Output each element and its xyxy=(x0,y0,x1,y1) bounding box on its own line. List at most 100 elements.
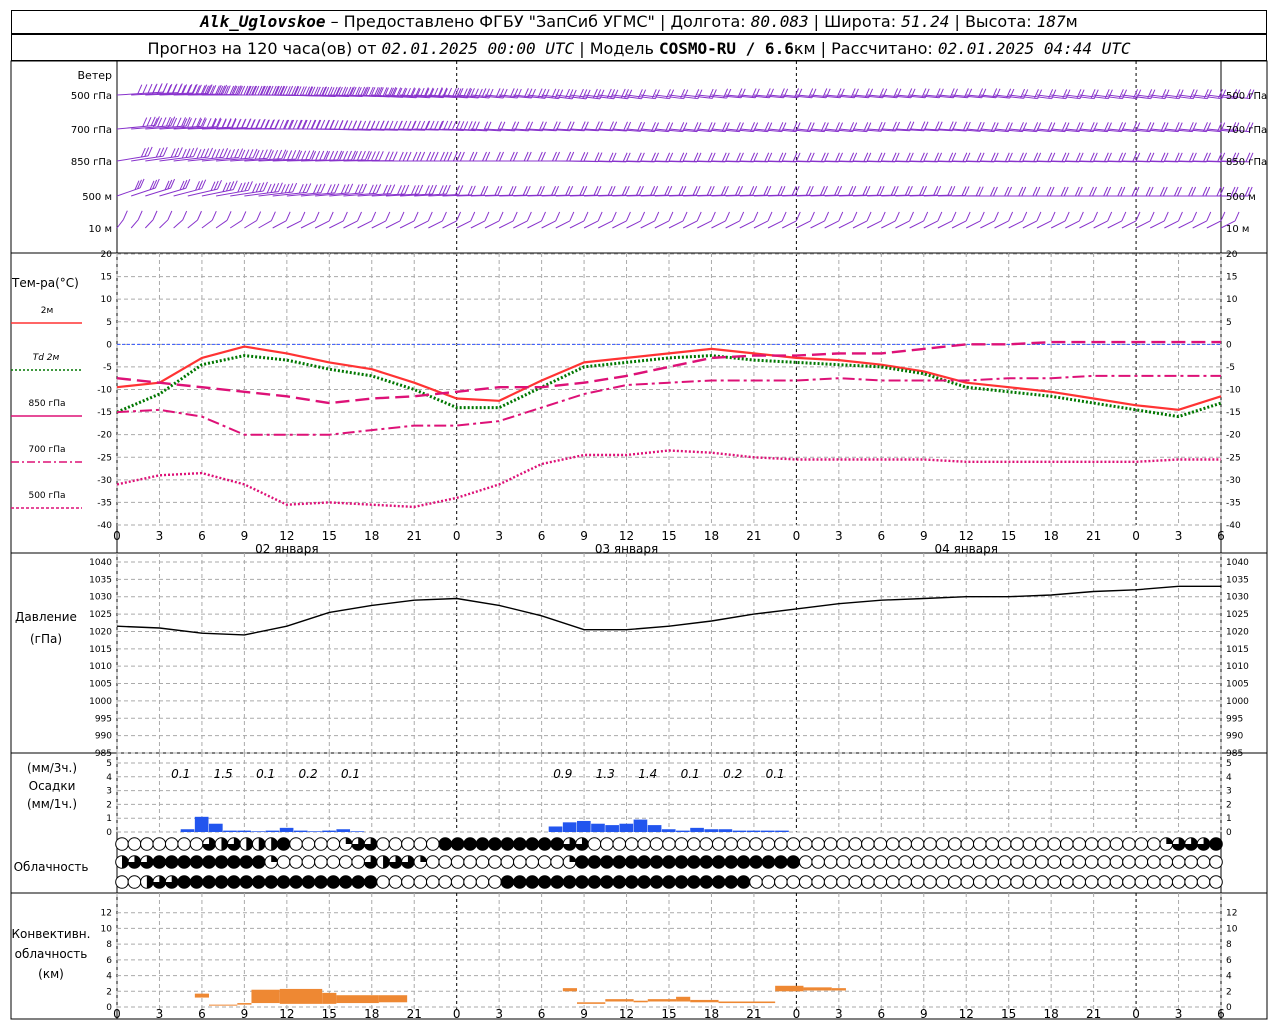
conv-ytick-right: 12 xyxy=(1226,909,1237,919)
cloud-cover-symbol xyxy=(562,837,577,851)
wind-barb-flag xyxy=(269,119,275,130)
wind-barb-shaft xyxy=(796,220,811,229)
wind-barb-flag xyxy=(459,151,465,162)
cloud-fill xyxy=(221,837,228,851)
wind-barb-shaft xyxy=(824,94,855,99)
wind-barb xyxy=(159,84,213,96)
legend-label: 500 гПа xyxy=(28,491,65,501)
wind-barb xyxy=(173,147,214,162)
time-tick-label-bottom: 6 xyxy=(1217,1007,1225,1021)
wind-barb-shaft xyxy=(725,94,756,99)
cloud-cover-symbol xyxy=(488,855,502,869)
cloud-cover-symbol xyxy=(786,837,801,851)
wind-barb-flag xyxy=(279,85,285,96)
cloud-circle xyxy=(923,837,937,851)
wind-barb-flag xyxy=(766,185,772,196)
wind-barb-flag xyxy=(274,119,280,130)
wind-barb xyxy=(1107,186,1140,197)
wind-barb-shaft xyxy=(513,128,543,132)
cloud-cover-symbol xyxy=(301,837,316,851)
cloud-circle xyxy=(537,855,552,869)
wind-barb-flag xyxy=(596,185,602,196)
wind-barb-shaft xyxy=(499,128,529,132)
wind-barb-flag xyxy=(1220,152,1226,163)
wind-barb-flag xyxy=(682,211,688,222)
wind-barb-flag xyxy=(1159,186,1165,197)
precip-bar xyxy=(548,826,563,832)
wind-barb-shaft xyxy=(1050,220,1066,229)
forecast-label: Прогноз на 120 часа(ов) от xyxy=(147,39,377,58)
precip-bar xyxy=(761,830,775,832)
wind-barb xyxy=(866,211,886,229)
wind-barb-shaft xyxy=(414,220,429,229)
wind-barb-flag xyxy=(1049,186,1055,197)
wind-barb-shaft xyxy=(909,128,939,132)
wind-barb-shaft xyxy=(201,219,213,229)
cloud-cover-symbol xyxy=(152,837,167,851)
cloud-circle xyxy=(798,875,813,889)
conv-cloud-bar xyxy=(775,985,804,992)
wind-barb-flag xyxy=(247,181,253,191)
wind-barb-flag xyxy=(423,87,429,97)
wind-barb-flag xyxy=(327,86,333,97)
wind-barb-flag xyxy=(151,84,157,95)
precip-ytick-left: 0 xyxy=(106,828,112,838)
wind-barb xyxy=(159,179,191,197)
wind-barb xyxy=(470,185,503,197)
cloud-cover-symbol xyxy=(624,837,639,851)
wind-barb-flag xyxy=(324,120,330,130)
wind-barb-flag xyxy=(150,116,156,126)
cloud-circle xyxy=(836,837,850,851)
wind-barb-flag xyxy=(569,151,575,162)
wind-barb-shaft xyxy=(810,128,839,133)
cloud-circle xyxy=(1072,875,1087,889)
cloud-fill xyxy=(364,855,377,869)
legend-label: 2м xyxy=(41,306,54,316)
cloud-cover-symbol xyxy=(301,875,316,889)
wind-barb-flag xyxy=(332,86,338,97)
wind-barb-flag xyxy=(1216,186,1222,197)
cloud-circle xyxy=(450,837,465,851)
cloud-cover-symbol xyxy=(450,875,465,889)
cloud-cover-symbol xyxy=(152,855,167,869)
cloud-cover-symbol xyxy=(537,855,552,869)
wind-barb-shaft xyxy=(513,220,528,229)
cloud-cover-symbol xyxy=(376,855,390,869)
wind-barb-flag xyxy=(308,86,314,96)
wind-barb-flag xyxy=(725,211,730,222)
wind-barb-flag xyxy=(367,151,372,161)
wind-barb-flag xyxy=(361,120,367,131)
wind-barb-flag xyxy=(653,185,659,196)
wind-barb xyxy=(116,178,145,197)
wind-barb xyxy=(1192,186,1225,197)
wind-barb xyxy=(244,182,283,197)
cloud-cover-symbol xyxy=(1109,837,1124,851)
wind-barb-flag xyxy=(753,152,759,163)
wind-barb-flag xyxy=(922,152,928,163)
temp-ytick-right: 0 xyxy=(1226,340,1232,350)
cloud-cover-symbol xyxy=(649,855,664,869)
wind-barb-flag xyxy=(862,186,868,196)
cloud-circle xyxy=(301,875,316,889)
wind-barb-shaft xyxy=(753,128,782,133)
wind-barb-flag xyxy=(593,186,599,196)
cloud-circle xyxy=(687,855,701,869)
cloud-circle xyxy=(562,875,577,889)
wind-barb-flag xyxy=(976,121,982,132)
wind-barb-flag xyxy=(1064,152,1070,163)
wind-barb-flag xyxy=(767,152,773,163)
wind-barb-flag xyxy=(372,184,378,194)
cloud-cover-symbol xyxy=(289,855,303,869)
cloud-circle xyxy=(761,837,776,851)
wind-level-label-left: 500 гПа xyxy=(71,91,112,102)
wind-barb-flag xyxy=(315,150,321,161)
cloud-cover-symbol xyxy=(525,855,540,869)
date-label: 03 января xyxy=(595,542,658,556)
wind-barb-flag xyxy=(1018,152,1024,162)
cloud-cover-symbol xyxy=(985,855,1000,869)
cloud-circle xyxy=(749,837,763,851)
wind-barb-shaft xyxy=(1093,128,1122,133)
wind-barb-shaft xyxy=(145,92,194,96)
wind-barb-flag xyxy=(1047,152,1053,162)
cloud-cover-symbol xyxy=(376,837,390,851)
